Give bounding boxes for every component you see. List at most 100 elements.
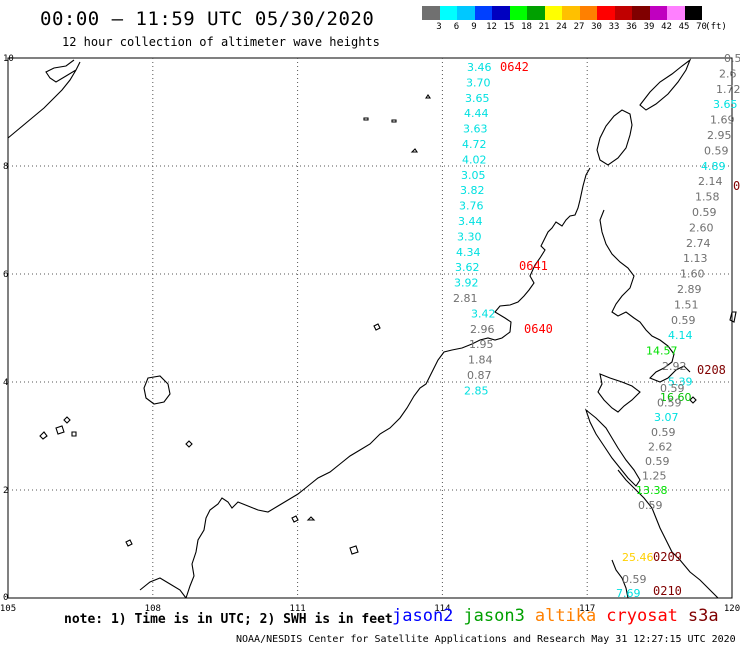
legend-swatch [527,6,545,20]
wave-height-value: 4.44 [464,107,489,120]
legend-swatch [439,6,457,20]
wave-height-value: 0.59 [704,144,729,157]
wave-height-value: 3.82 [460,184,485,197]
wave-height-value: 1.25 [642,470,667,483]
pass-time-label: 0640 [524,322,553,336]
legend-swatch [597,6,615,20]
longitude-tick-label: 108 [145,604,161,614]
wave-height-value: 4.14 [668,329,693,342]
latitude-tick-label: 2 [3,486,8,496]
longitude-tick-label: 117 [579,604,595,614]
wave-height-value: 1.72 [716,83,740,96]
wave-height-value: 13.38 [636,484,668,497]
map-frame [7,57,733,599]
legend-swatch-label: 6 [453,22,460,32]
legend-swatch-label: 18 [521,22,532,32]
wave-height-value: 0.59 [622,573,647,586]
wave-height-value: 2.95 [707,129,732,142]
wave-height-value: 3.42 [471,307,496,320]
wave-height-value: 3.63 [463,123,488,136]
wave-height-value: 2.92 [662,360,687,373]
wave-height-value: 1.60 [680,268,705,281]
legend-swatch-label: 9 [471,22,477,32]
longitude-labels: 105 108 111 114 117 120 [0,604,740,614]
wave-height-value: 3.92 [454,277,479,290]
coastline [7,58,737,599]
legend-swatch [457,6,475,20]
taiwan-coast [596,109,633,166]
pass-time-label: 0642 [500,60,529,74]
satellite-name: altika [534,606,597,626]
satellite-legend: jason2 jason3 altika cryosat s3a [392,606,729,626]
satellite-name: jason3 [463,606,525,626]
legend-swatch [632,6,650,20]
wave-height-value: 2.62 [648,440,673,453]
wave-height-value: 1.51 [674,298,699,311]
wave-height-value: 16.60 [660,391,692,404]
satellite-name: cryosat [606,606,678,626]
legend-swatch [492,6,510,20]
legend-swatch [509,6,527,20]
wave-height-value: 3.76 [459,200,484,213]
wave-height-value: 3.65 [713,98,738,111]
wave-height-value: 3.62 [455,261,480,274]
ryukyu-coast [639,58,692,111]
wave-height-value: 14.57 [646,345,678,358]
wave-height-value: 0.59 [651,426,676,439]
wave-height-value: 4.72 [462,138,487,151]
pass-time-labels: 0642 0641 0640 0208 0209 0210 0 [500,60,740,598]
latitude-tick-label: 10 [3,54,14,64]
latitude-labels: 0 2 4 6 8 10 [3,54,14,603]
legend-swatch [667,6,685,20]
wave-height-value: 5.39 [668,375,693,388]
mainland-coast [185,167,591,599]
pass-time-label: 0 [733,179,740,193]
lat-lon-grid [8,58,732,598]
legend-swatch [684,6,702,20]
legend-swatch [562,6,580,20]
legend-swatch [649,6,667,20]
map-title: 00:00 – 11:59 UTC 05/30/2020 [40,8,375,30]
pass-time-label: 0210 [653,584,682,598]
wave-height-value: 0.59 [657,397,682,410]
wave-height-value: 3.65 [465,92,490,105]
wave-height-value: 3.46 [467,61,492,74]
longitude-tick-label: 105 [0,604,16,614]
wave-height-value: 3.70 [466,76,491,89]
wave-height-value: 2.60 [689,221,714,234]
wave-height-value: 2.14 [698,175,723,188]
latitude-tick-label: 0 [3,593,8,603]
wave-height-value: 0.59 [660,382,685,395]
wave-height-value: 25.46 [622,551,654,564]
longitude-tick-label: 111 [289,604,305,614]
wave-height-value: 0.59 [671,314,696,327]
satellite-name: jason2 [392,606,454,626]
wave-height-value: 2.74 [686,237,711,250]
wave-height-value: 3.07 [654,411,679,424]
wave-height-value: 0.59 [692,206,717,219]
legend-swatch-label: 3 [436,22,442,32]
wave-height-value: 1.58 [695,191,720,204]
footer-note: note: 1) Time is in UTC; 2) SWH is in fe… [64,612,393,627]
satellite-name: s3a [687,606,719,626]
wave-height-value: 0.5 [724,52,740,65]
wave-height-value: 2.96 [470,323,495,336]
wave-height-value: 3.05 [461,169,486,182]
hainan-coast [143,375,171,405]
wave-height-value: 3.44 [458,215,483,228]
borneo-coast [617,469,719,599]
wave-height-value: 2.89 [677,283,702,296]
wave-height-value: 4.34 [456,246,481,259]
wave-height-value: 1.84 [468,354,493,367]
legend-swatch-label: 39 [643,22,655,32]
wave-height-value: 2.6 [719,67,737,80]
legend-swatch [614,6,632,20]
wave-height-value: 0.59 [638,499,663,512]
wave-height-value: 1.69 [710,114,735,127]
pass-time-label: 0641 [519,259,548,273]
map-subtitle: 12 hour collection of altimeter wave hei… [62,35,380,49]
wave-height-value: 2.85 [464,384,489,397]
small-islands [39,94,737,555]
legend-swatch-label: 21 [538,22,550,32]
